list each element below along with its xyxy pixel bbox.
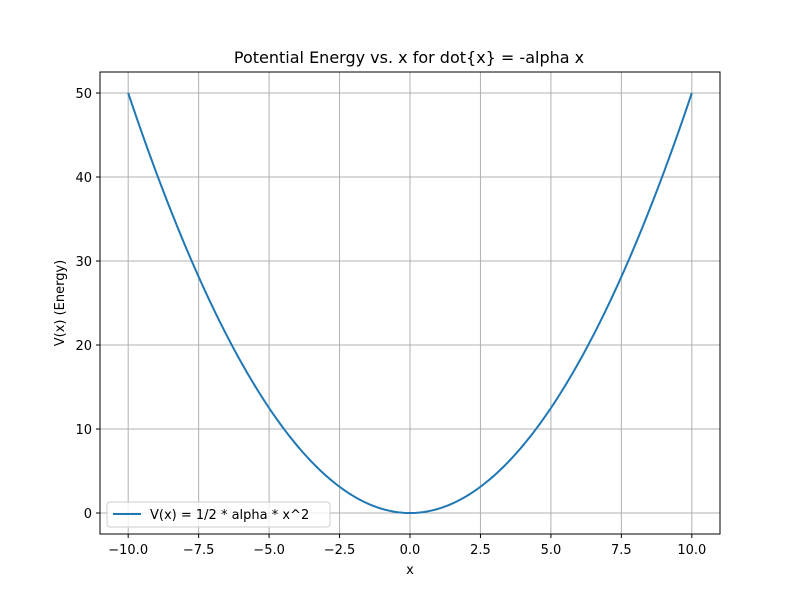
chart-title: Potential Energy vs. x for dot{x} = -alp… [234,48,584,67]
legend: V(x) = 1/2 * alpha * x^2 [106,501,331,528]
x-axis-ticks: −10.0 −7.5 −5.0 −2.5 0.0 2.5 5.0 7.5 10.0 [108,534,706,558]
legend-label: V(x) = 1/2 * alpha * x^2 [150,508,309,523]
y-axis-ticks: 0 10 20 30 40 50 [75,87,100,522]
y-tick-label: 30 [75,255,92,270]
x-axis-label: x [406,563,414,578]
x-tick-label: 2.5 [470,543,491,558]
x-tick-label: 10.0 [677,543,706,558]
x-tick-label: −10.0 [108,543,148,558]
y-tick-label: 10 [75,423,92,438]
series-line [127,92,693,515]
y-tick-label: 50 [75,87,92,102]
y-tick-label: 20 [75,339,92,354]
legend-box [106,501,331,528]
x-tick-label: −2.5 [324,543,356,558]
y-axis-label: V(x) (Energy) [53,260,68,347]
x-tick-label: 7.5 [611,543,632,558]
x-tick-label: −7.5 [183,543,215,558]
y-tick-label: 40 [75,171,92,186]
x-tick-label: −5.0 [253,543,285,558]
series-layer [127,92,693,515]
y-tick-label: 0 [84,507,92,522]
x-tick-label: 0.0 [400,543,421,558]
x-tick-label: 5.0 [541,543,562,558]
